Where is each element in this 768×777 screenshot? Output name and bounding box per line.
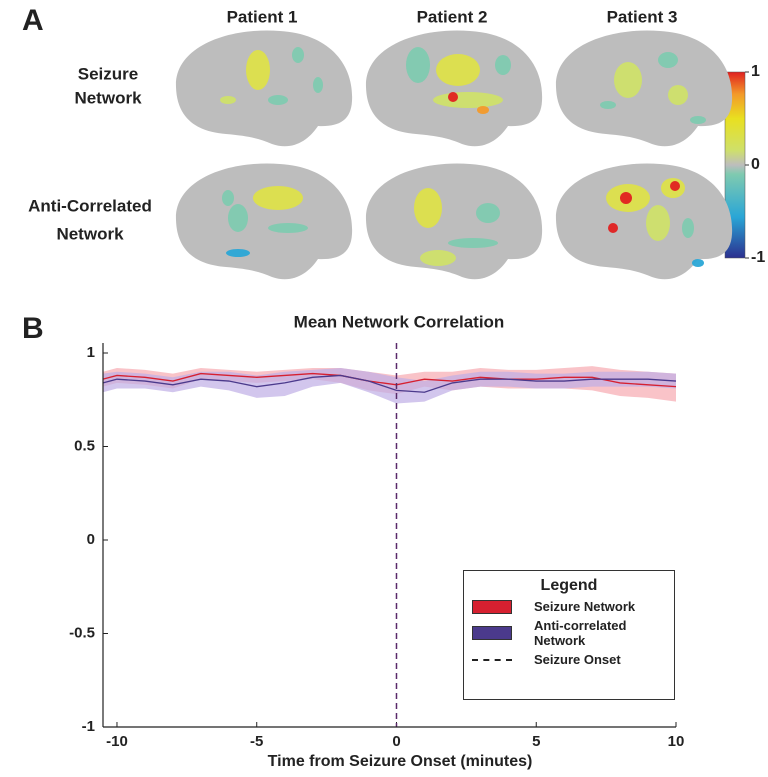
activation bbox=[414, 188, 442, 228]
activation bbox=[268, 223, 308, 233]
activation bbox=[614, 62, 642, 98]
x-tick-label: 5 bbox=[532, 733, 540, 750]
activation bbox=[222, 190, 234, 206]
x-tick-label: 10 bbox=[668, 733, 685, 750]
activation bbox=[313, 77, 323, 93]
activation bbox=[477, 106, 489, 114]
activation bbox=[268, 95, 288, 105]
activation bbox=[495, 55, 511, 75]
legend: Legend Seizure Network Anti-correlated Net… bbox=[463, 570, 675, 700]
activation bbox=[436, 54, 480, 86]
activation bbox=[220, 96, 236, 104]
column-title: Patient 1 bbox=[227, 7, 298, 26]
activation bbox=[228, 204, 248, 232]
activation bbox=[646, 205, 670, 241]
chart-title: Mean Network Correlation bbox=[294, 312, 505, 331]
activation bbox=[620, 192, 632, 204]
series-line bbox=[102, 374, 677, 393]
brain-outline bbox=[365, 163, 543, 280]
brain-outline bbox=[175, 30, 353, 147]
row-label: Network bbox=[56, 224, 124, 243]
x-axis-label: Time from Seizure Onset (minutes) bbox=[268, 753, 533, 770]
activation bbox=[608, 223, 618, 233]
activation bbox=[448, 238, 498, 248]
legend-item: Seizure Onset bbox=[472, 652, 674, 667]
activation bbox=[692, 259, 704, 267]
activation bbox=[246, 50, 270, 90]
brain bbox=[365, 30, 543, 147]
activation bbox=[406, 47, 430, 83]
activation bbox=[600, 101, 616, 109]
activation bbox=[668, 85, 688, 105]
legend-swatch bbox=[472, 599, 512, 614]
activation bbox=[448, 92, 458, 102]
series-line bbox=[102, 372, 677, 388]
panel-label: A bbox=[22, 4, 44, 37]
brain bbox=[175, 163, 353, 280]
brain bbox=[175, 30, 353, 147]
panel-label: B bbox=[22, 312, 44, 345]
brain-outline bbox=[555, 30, 733, 147]
y-tick-label: -0.5 bbox=[69, 624, 95, 641]
legend-item: Seizure Network bbox=[472, 599, 674, 614]
activation bbox=[658, 52, 678, 68]
brain-outline bbox=[175, 163, 353, 280]
brain bbox=[555, 163, 733, 280]
x-tick-label: -5 bbox=[250, 733, 263, 750]
activation bbox=[433, 92, 503, 108]
legend-label: Seizure Network bbox=[534, 599, 636, 614]
column-title: Patient 3 bbox=[607, 7, 678, 26]
legend-swatch bbox=[472, 626, 512, 640]
colorbar-tick-label: 0 bbox=[751, 156, 760, 173]
activation bbox=[690, 116, 706, 124]
brain-outline bbox=[555, 163, 733, 280]
activation bbox=[670, 181, 680, 191]
row-label: Network bbox=[74, 88, 142, 107]
brain bbox=[555, 30, 733, 147]
activation bbox=[253, 186, 303, 210]
colorbar-tick-label: 1 bbox=[751, 63, 760, 80]
legend-swatch bbox=[472, 658, 512, 661]
y-tick-label: 1 bbox=[87, 344, 95, 361]
activation bbox=[682, 218, 694, 238]
legend-item: Anti-correlated Network bbox=[472, 618, 674, 648]
y-tick-label: 0 bbox=[87, 531, 95, 548]
activation bbox=[292, 47, 304, 63]
activation bbox=[420, 250, 456, 266]
legend-label: Anti-correlated Network bbox=[534, 618, 627, 648]
activation bbox=[226, 249, 250, 257]
legend-title: Legend bbox=[540, 577, 598, 594]
brain-outline bbox=[365, 30, 543, 147]
row-label: Seizure bbox=[78, 64, 138, 83]
x-tick-label: -10 bbox=[106, 733, 128, 750]
x-tick-label: 0 bbox=[392, 733, 400, 750]
brain bbox=[365, 163, 543, 280]
y-tick-label: -1 bbox=[82, 718, 95, 735]
y-tick-label: 0.5 bbox=[74, 437, 95, 454]
colorbar-tick-label: -1 bbox=[751, 249, 765, 266]
activation bbox=[476, 203, 500, 223]
row-label: Anti-Correlated bbox=[28, 196, 152, 215]
legend-label: Seizure Onset bbox=[534, 652, 621, 667]
column-title: Patient 2 bbox=[417, 7, 488, 26]
